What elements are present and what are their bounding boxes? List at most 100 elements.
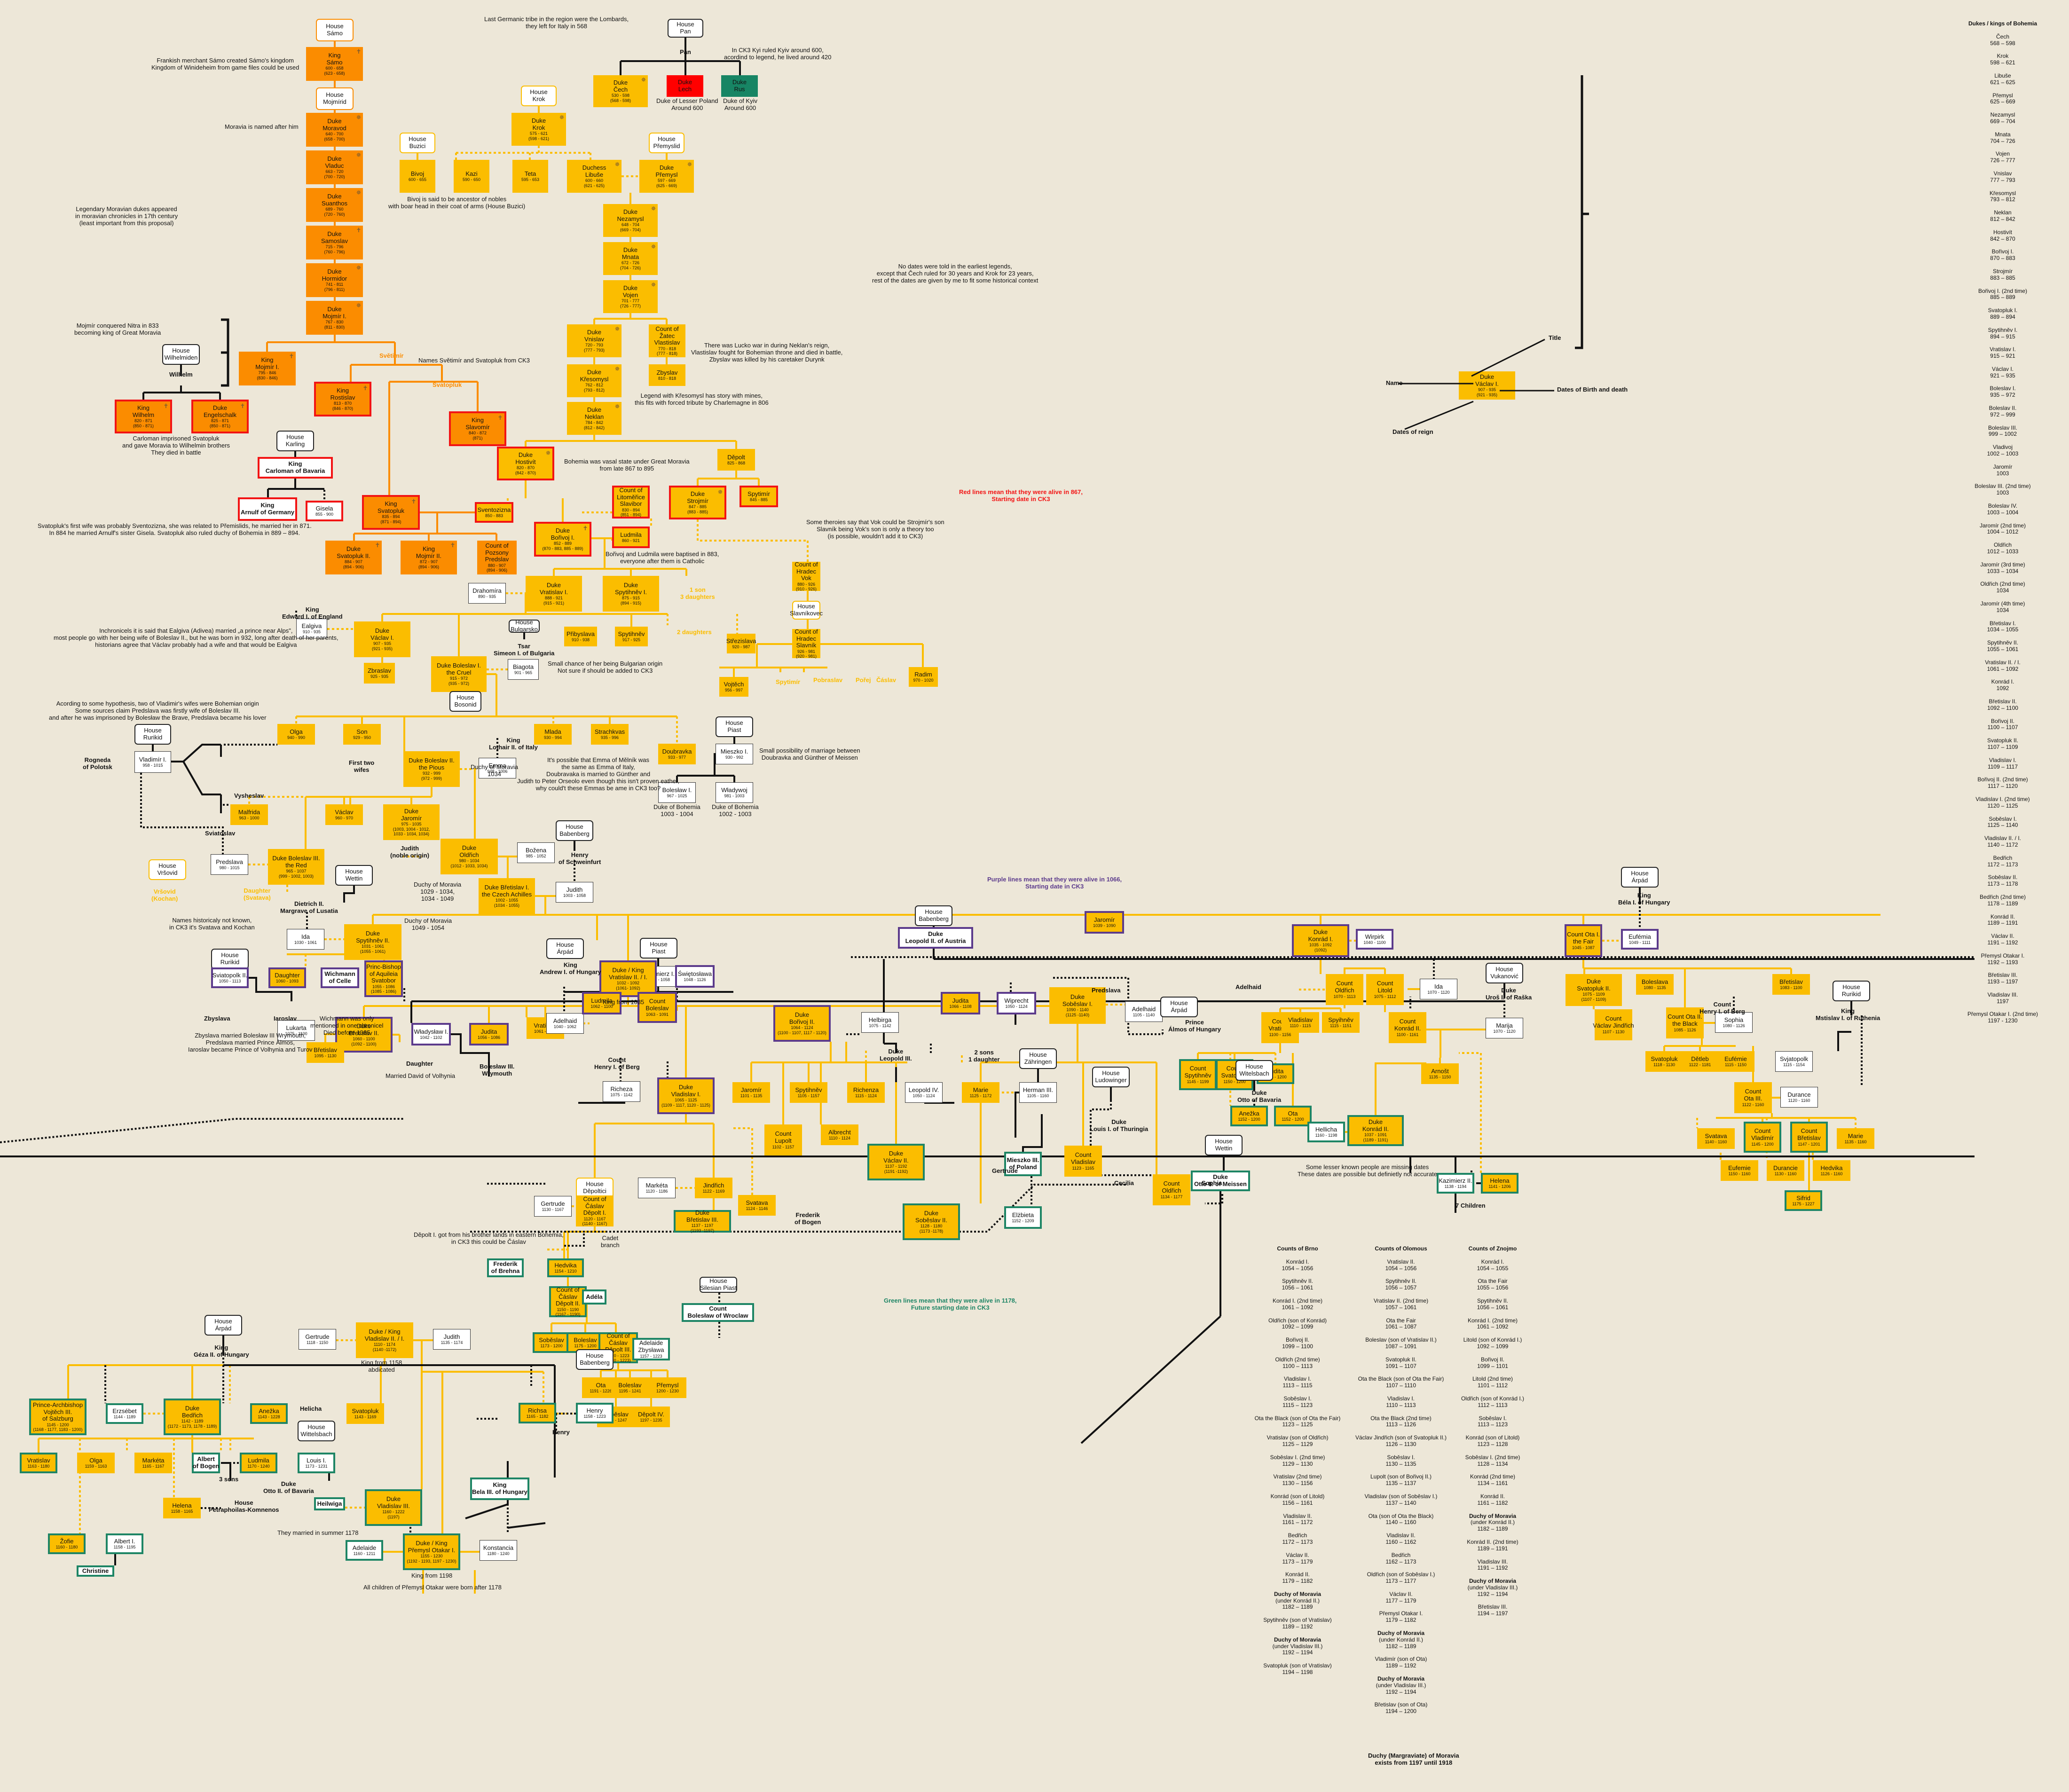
note-baptised: Bořivoj and Ludmila were baptised in 883…	[606, 550, 719, 565]
node-lifespan: 701 - 777	[621, 299, 640, 304]
node-name: Střezislava	[726, 637, 756, 644]
node-name: Svatava	[746, 1199, 768, 1206]
node-title: Duke	[346, 545, 361, 553]
node-reign: (669 - 704)	[620, 227, 641, 232]
node-lifespan: 600 - 658	[325, 66, 344, 71]
node-reign: (972 - 999)	[421, 776, 442, 781]
label-seven-children: 7 Children	[1455, 1202, 1486, 1209]
person-node-cech: Duke Čech 530 - 598 (568 - 598) ✵	[593, 75, 648, 107]
node-title: Duke	[623, 246, 638, 254]
node-name: Richenza	[853, 1086, 879, 1093]
label-lech-sub: Duke of Lesser Poland Around 600	[656, 97, 718, 111]
node-reign: (658 - 700)	[324, 136, 345, 141]
list-entry: Duchy of Moravia (under Konrád II.) 1182 …	[1443, 1513, 1542, 1533]
person-node-wichmann: Wichmann of Celle	[321, 967, 359, 988]
node-reign: (851 - 894)	[620, 512, 642, 517]
person-node-judith2: Judith 1135 - 1174	[433, 1329, 471, 1350]
person-node-depolt4: Děpolt IV. 1197 - 1235	[632, 1407, 670, 1427]
node-lifespan: 1140 - 1160	[1705, 1140, 1727, 1145]
list-entry: Vladislav (son of Soběslav I.) 1137 – 114…	[1347, 1493, 1455, 1507]
entry-dates: 1162 – 1173	[1385, 1558, 1416, 1565]
entry-name: Neklan	[1994, 209, 2012, 216]
person-node-boleslav2: Duke Boleslav II. the Pious 932 - 999 (972…	[403, 751, 460, 787]
legend-dates-reign-label: Dates of reign	[1392, 428, 1433, 435]
node-name: Mieszko III. of Poland	[1007, 1156, 1039, 1171]
house-node-h-wittelsbach2: House Wittelsbach	[298, 1421, 335, 1441]
house-node-h-wilh: House Wilhelmiden	[162, 344, 200, 365]
node-name: Doubravka	[662, 747, 692, 755]
node-lifespan: 1042 - 1102	[420, 1035, 442, 1040]
label-svetimir: Světimír	[379, 352, 404, 359]
entry-name: Litold (son of Konrád I.)	[1463, 1336, 1522, 1344]
node-name: House Sámo	[326, 23, 344, 37]
entry-name: Vratislav II.	[1387, 1258, 1415, 1265]
label-boleslaw3: Bolesław III. Wrymouth	[480, 1063, 515, 1077]
node-title: Duke	[356, 1022, 371, 1030]
entry-dates: 1113 – 1126	[1385, 1421, 1416, 1428]
house-node-h-premyslid: House Přemyslid	[649, 133, 684, 153]
label-caslav: Čáslav	[876, 676, 896, 684]
list-entry: Vratislav (son of Oldřich) 1125 – 1129	[1246, 1434, 1349, 1448]
person-node-louis1: Louis I. 1173 - 1231	[298, 1453, 335, 1473]
person-node-konrad1: Duke Konrád I. 1035 - 1092 (1092)	[1292, 924, 1349, 957]
node-title: Duke	[677, 79, 692, 86]
person-node-wladywoj: Władywoj 981 - 1003	[716, 782, 753, 803]
node-name: Władywoj	[721, 786, 747, 794]
wheel-icon: ✵	[687, 161, 692, 168]
node-reign: (811 - 830)	[324, 324, 345, 330]
node-name: Helena	[1490, 1177, 1510, 1184]
person-node-samo: King Sámo 600 - 658 (623 - 658) ✝	[306, 47, 363, 81]
person-node-otto2_meissen: Duke Otto II. of Meissen	[1191, 1171, 1250, 1191]
list-entry: Přemysl Otakar I. (2nd time) 1197 - 1230	[1963, 1011, 2043, 1024]
node-title: Count of Pozsony	[485, 542, 509, 556]
entry-name: Krok	[1997, 53, 2009, 60]
person-node-depolt1: Count of Čáslav Děpolt I. 1120 - 1167 (1140…	[576, 1195, 614, 1226]
node-lifespan: 672 - 726	[621, 260, 640, 266]
entry-name: Vratislav (2nd time)	[1273, 1473, 1322, 1480]
node-title: Duke	[623, 208, 638, 216]
node-name: Malfrida	[238, 808, 260, 816]
wheel-icon: ✵	[651, 243, 656, 250]
list-entry: Vladimír (son of Ota) 1189 – 1192	[1347, 1656, 1455, 1669]
node-name: Přemysl Otakar I.	[408, 1546, 456, 1554]
list-entry: Soběslav I. 1125 – 1140	[1963, 816, 2043, 829]
label-house-petraphoilas: House Petraphoilas-Komnenos	[209, 1499, 279, 1513]
node-name: Eufemie	[1728, 1164, 1751, 1171]
node-reign: (568 - 598)	[610, 98, 631, 103]
label-iaroslav: Iaroslav	[274, 1015, 297, 1022]
node-lifespan: 640 - 700	[325, 132, 344, 137]
list-heading: Counts of Brno	[1277, 1245, 1318, 1252]
node-title: Duke	[889, 1150, 904, 1157]
person-node-svjatopolk: Svjatopolk 1115 - 1154	[1775, 1051, 1813, 1072]
person-node-elzbieta: Elżbieta 1152 - 1209	[1004, 1206, 1042, 1229]
entry-dates: 1125 – 1129	[1282, 1440, 1313, 1447]
node-name: Emma	[488, 762, 506, 769]
label-henry-berg-2: Count Henry I. of Berg	[1699, 1001, 1745, 1015]
node-name: Boleslav	[618, 1381, 642, 1389]
node-name: Sámo	[326, 58, 343, 66]
house-node-h-rurikid2: House Rurikid	[211, 949, 249, 969]
entry-name: Vladimír (son of Ota)	[1375, 1656, 1427, 1663]
node-name: Helena	[172, 1501, 192, 1509]
node-name: Olga	[89, 1456, 102, 1464]
legend-sample-dates: 907 - 935	[1478, 387, 1496, 393]
note-carloman: Carloman imprisoned Svatopluk and gave M…	[122, 435, 230, 456]
person-node-marie1: Marie 1125 - 1172	[962, 1082, 999, 1103]
entry-dates: 1173 – 1179	[1282, 1558, 1313, 1565]
node-reign: (1092 - 1100)	[351, 1041, 377, 1046]
node-name: Spytihněv	[795, 1086, 822, 1093]
node-lifespan: 852 - 889	[553, 541, 572, 546]
person-node-albert1: Albert I. 1158 - 1195	[106, 1533, 143, 1554]
person-node-judith1: Judith 1003 - 1058	[556, 882, 593, 903]
house-node-h-wettin1: House Wettin	[335, 865, 373, 886]
list-entry: Bořivoj II. 1099 – 1100	[1246, 1336, 1349, 1350]
list-entry: Vojen 726 – 777	[1963, 151, 2043, 164]
entry-name: Konrád I.	[1481, 1258, 1504, 1265]
node-lifespan: 1105 - 1140	[1133, 1013, 1155, 1018]
house-node-h-arpad2: House Árpád	[1160, 997, 1198, 1017]
node-lifespan: 590 - 650	[462, 177, 481, 182]
list-heading: Counts of Znojmo	[1468, 1245, 1517, 1252]
person-node-frederik_brehna: Frederik of Brehna	[487, 1258, 524, 1277]
node-reign: (1140 - 1167)	[582, 1221, 607, 1226]
node-lifespan: 1150 - 1160	[1728, 1171, 1751, 1177]
